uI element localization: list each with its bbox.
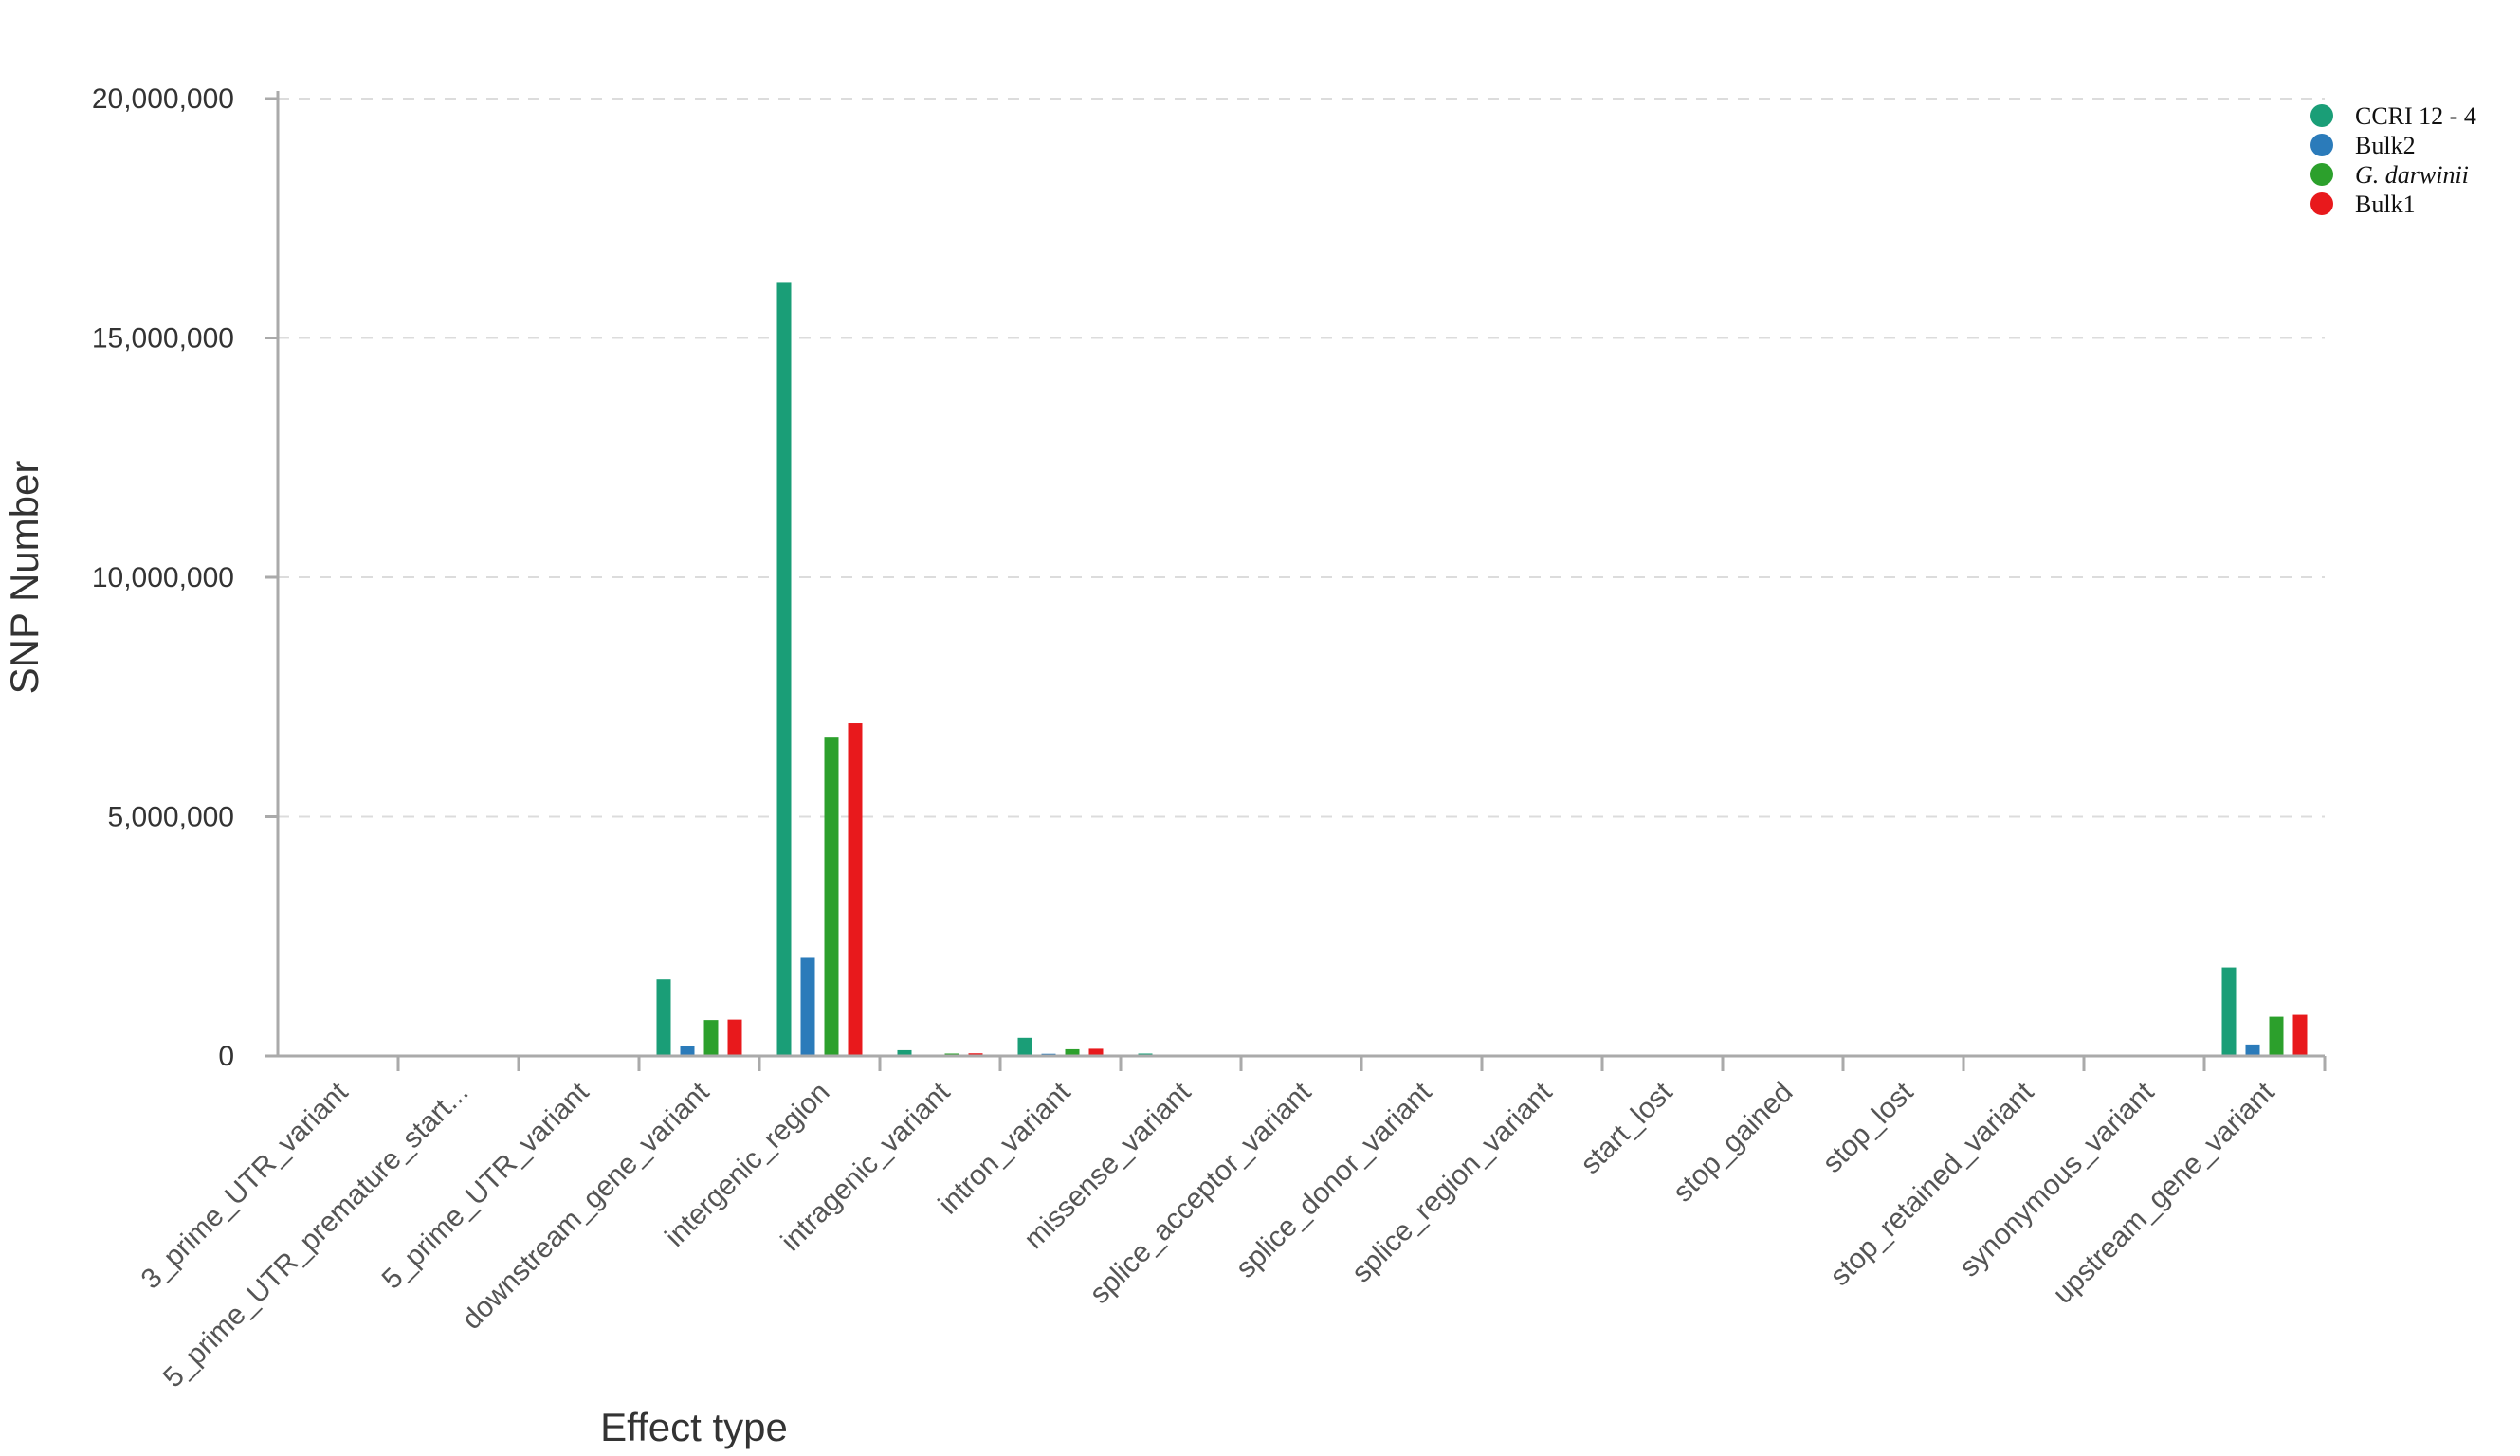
x-tick-label: splice_region_variant	[1346, 1076, 1559, 1288]
bar-bulk1	[727, 1019, 742, 1056]
x-tick-label: 5_prime_UTR_variant	[376, 1076, 595, 1295]
bar-ccri-12-4	[897, 1049, 912, 1056]
bar-ccri-12-4	[2221, 967, 2237, 1056]
x-tick-label: stop_lost	[1817, 1076, 1920, 1179]
bar-bulk1	[2292, 1014, 2308, 1056]
bar-ccri-12-4	[656, 979, 671, 1056]
x-tick-label: 3_prime_UTR_variant	[136, 1076, 355, 1295]
legend-label: G. darwinii	[2355, 161, 2469, 189]
x-tick-label: start_lost	[1575, 1076, 1679, 1180]
bar-ccri-12-4	[776, 282, 792, 1056]
legend-swatch	[2310, 134, 2333, 156]
bar-bulk2	[800, 957, 815, 1056]
y-tick-label: 20,000,000	[92, 83, 234, 115]
bar-bulk2	[680, 1046, 695, 1056]
bar-g-darwinii	[1065, 1048, 1080, 1056]
y-axis-ticks: 0 5,000,000 10,000,000 15,000,000 20,000,000	[92, 83, 278, 1072]
y-tick-label: 0	[218, 1041, 234, 1072]
legend-label: Bulk2	[2355, 132, 2416, 159]
y-tick-label: 5,000,000	[108, 802, 234, 833]
bar-g-darwinii	[2269, 1016, 2284, 1056]
legend-swatch	[2310, 163, 2333, 186]
bars	[295, 282, 2308, 1056]
x-tick-label: splice_acceptor_variant	[1084, 1076, 1318, 1310]
bar-bulk1	[848, 723, 863, 1056]
x-tick-label: downstream_gene_variant	[456, 1076, 716, 1336]
x-axis-title: Effect type	[600, 1405, 788, 1449]
legend-swatch	[2310, 104, 2333, 127]
bar-g-darwinii	[824, 737, 839, 1056]
x-tick-label: stop_gained	[1668, 1077, 1799, 1209]
y-axis-title: SNP Number	[2, 461, 46, 695]
bar-g-darwinii	[703, 1020, 719, 1056]
x-tick-label: splice_donor_variant	[1230, 1076, 1438, 1284]
y-tick-label: 10,000,000	[92, 562, 234, 593]
bar-ccri-12-4	[1017, 1037, 1032, 1056]
legend-swatch	[2310, 192, 2333, 215]
bar-bulk1	[1088, 1048, 1104, 1056]
bar-bulk2	[2245, 1044, 2260, 1056]
x-tick-label: synonymous_variant	[1954, 1076, 2161, 1283]
legend-label: CCRI 12 - 4	[2355, 102, 2476, 130]
x-tick-label: stop_retained_variant	[1824, 1076, 2040, 1292]
x-axis-ticks: 3_prime_UTR_variant5_prime_UTR_premature…	[136, 1056, 2327, 1393]
grid-lines	[278, 98, 2325, 818]
x-tick-label: upstream_gene_variant	[2047, 1076, 2281, 1310]
legend-label: Bulk1	[2355, 191, 2416, 218]
y-tick-label: 15,000,000	[92, 323, 234, 355]
